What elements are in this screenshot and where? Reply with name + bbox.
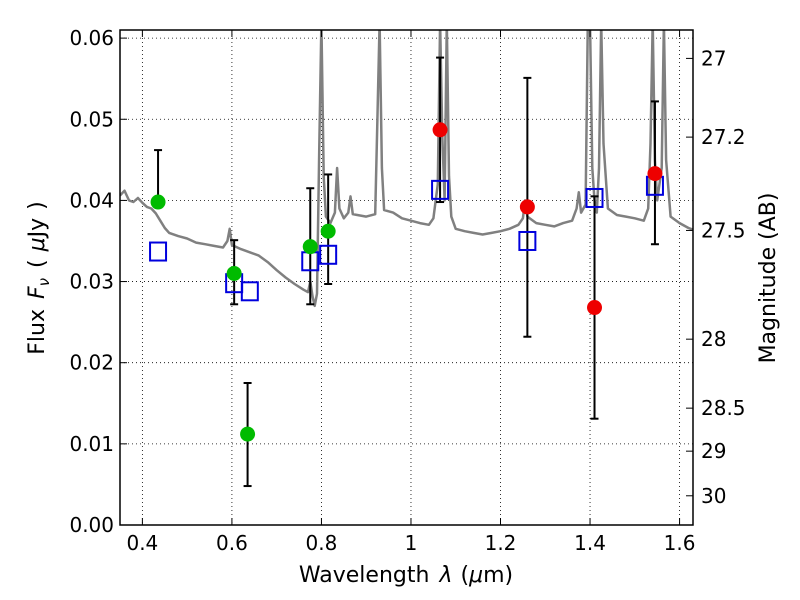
y-tick-label: 0.02 — [69, 351, 114, 375]
green-data-point — [320, 223, 336, 239]
y-tick-label: 0.06 — [69, 26, 114, 50]
model-flux-square — [585, 187, 604, 208]
model-flux-square — [149, 241, 168, 262]
red-data-point — [432, 122, 448, 138]
plot-background — [120, 30, 693, 525]
y2-tick-label: 28.5 — [701, 396, 746, 420]
x-axis: 0.4 0.6 0.8 1 1.2 1.4 1.6 — [126, 30, 695, 555]
y-tick-label: 0.01 — [69, 432, 114, 456]
x-axis-title: Wavelength λ (μm) — [299, 563, 513, 588]
x-tick-label: 0.6 — [216, 531, 248, 555]
y2-tick-label: 30 — [701, 484, 726, 508]
red-data-point — [587, 300, 603, 316]
red-data-point — [647, 166, 663, 182]
y-tick-label: 0.00 — [69, 513, 114, 537]
model-flux-square — [240, 281, 259, 302]
y2-tick-label: 27 — [701, 46, 726, 70]
x-tick-label: 1.2 — [485, 531, 517, 555]
model-flux-square — [319, 244, 338, 265]
y-tick-label: 0.04 — [69, 188, 114, 212]
model-flux-square — [518, 230, 537, 251]
grid-lines — [120, 30, 693, 526]
y-tick-label: 0.03 — [69, 270, 114, 294]
y-tick-label: 0.05 — [69, 107, 114, 131]
y-axis-left: 0.00 0.01 0.02 0.03 0.04 0.05 0.06 — [69, 26, 127, 537]
x-tick-label: 1.4 — [574, 531, 606, 555]
x-tick-label: 1.6 — [664, 531, 696, 555]
green-data-point — [302, 239, 318, 255]
y2-tick-label: 29 — [701, 439, 726, 463]
green-data-point — [150, 194, 166, 210]
x-tick-label: 0.4 — [126, 531, 158, 555]
y-axis-right: 27 27.2 27.5 28 28.5 29 30 — [686, 46, 746, 508]
y2-tick-label: 27.2 — [701, 125, 746, 149]
x-tick-label: 0.8 — [306, 531, 338, 555]
plot-frame — [119, 29, 694, 526]
x-tick-label: 1 — [405, 531, 418, 555]
model-spectrum-line — [120, 30, 693, 308]
green-data-point — [226, 265, 242, 281]
model-flux-square — [431, 179, 450, 200]
y2-tick-label: 28 — [701, 327, 726, 351]
model-spectrum-layer — [120, 30, 693, 308]
y-axis-title: FluxFν(μJy) — [25, 201, 53, 354]
photometry-markers — [149, 122, 664, 442]
red-data-point — [519, 199, 535, 215]
green-data-point — [240, 426, 256, 442]
y2-axis-title: Magnitude (AB) — [756, 193, 781, 364]
y2-tick-label: 27.5 — [701, 218, 746, 242]
